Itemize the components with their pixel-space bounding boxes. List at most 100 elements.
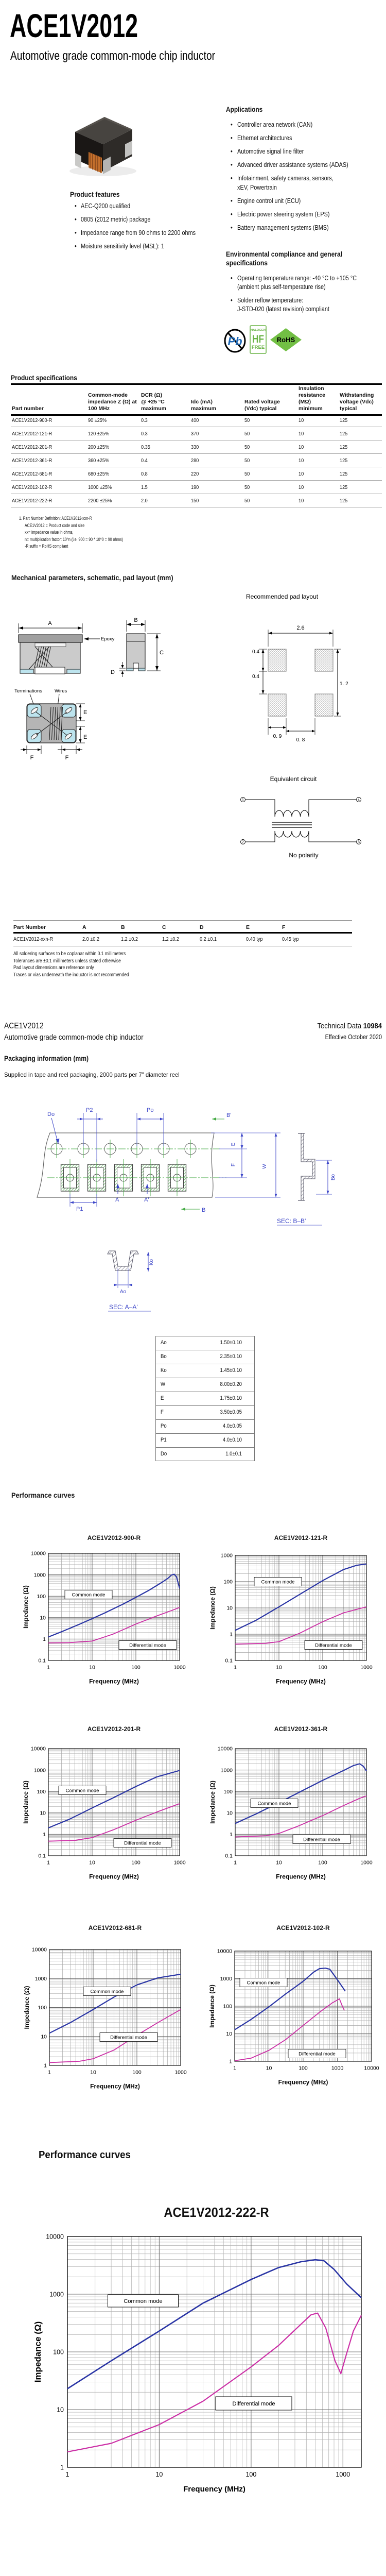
svg-text:A: A [115, 1197, 119, 1203]
svg-text:Differential mode: Differential mode [299, 2051, 336, 2057]
svg-text:Common mode: Common mode [66, 1788, 99, 1793]
svg-text:1. 2: 1. 2 [340, 681, 348, 687]
svg-text:1: 1 [44, 2063, 47, 2069]
svg-text:10: 10 [226, 1605, 233, 1612]
svg-text:1000: 1000 [173, 1859, 186, 1866]
svg-text:10: 10 [40, 1615, 46, 1621]
svg-text:0. 8: 0. 8 [296, 737, 305, 743]
svg-text:1: 1 [233, 2065, 236, 2071]
svg-text:Do: Do [47, 1111, 55, 1117]
svg-text:D: D [111, 669, 115, 675]
svg-text:1: 1 [242, 799, 244, 802]
svg-text:Frequency (MHz): Frequency (MHz) [183, 2485, 245, 2494]
svg-text:Frequency (MHz): Frequency (MHz) [278, 2079, 328, 2086]
svg-text:1: 1 [47, 1859, 50, 1866]
svg-text:SEC: B–B': SEC: B–B' [277, 1217, 306, 1225]
svg-text:3: 3 [358, 841, 360, 844]
svg-text:10: 10 [276, 1859, 282, 1866]
svg-text:100: 100 [53, 2349, 64, 2356]
svg-text:100: 100 [245, 2471, 256, 2478]
svg-text:1: 1 [48, 2069, 51, 2075]
svg-text:B: B [202, 1207, 205, 1213]
svg-text:Equivalent circuit: Equivalent circuit [270, 775, 317, 783]
svg-text:1000: 1000 [221, 1767, 233, 1773]
svg-text:P1: P1 [76, 1206, 83, 1212]
svg-text:100: 100 [318, 1859, 327, 1866]
svg-text:1000: 1000 [220, 1976, 233, 1982]
svg-text:1000: 1000 [34, 1572, 46, 1578]
svg-text:Terminations: Terminations [14, 688, 42, 694]
svg-text:100: 100 [223, 1579, 233, 1585]
svg-text:P2: P2 [86, 1107, 93, 1113]
svg-text:2: 2 [242, 841, 244, 844]
svg-text:1: 1 [60, 2464, 64, 2471]
svg-text:10000: 10000 [32, 1947, 47, 1953]
svg-text:Common mode: Common mode [124, 2298, 162, 2304]
svg-text:1: 1 [234, 1859, 237, 1866]
svg-text:100: 100 [131, 1664, 141, 1670]
svg-text:10: 10 [90, 2069, 96, 2075]
svg-text:Impedance (Ω): Impedance (Ω) [33, 2321, 43, 2383]
svg-text:HF: HF [252, 334, 264, 346]
svg-text:10000: 10000 [46, 2233, 64, 2241]
svg-text:E: E [83, 734, 87, 740]
svg-text:10: 10 [89, 1664, 95, 1670]
svg-text:1000: 1000 [34, 1767, 46, 1773]
svg-text:10: 10 [40, 1810, 46, 1816]
svg-text:0.1: 0.1 [225, 1853, 233, 1859]
svg-text:1: 1 [47, 1664, 50, 1670]
svg-text:Wires: Wires [55, 688, 67, 694]
svg-text:A: A [48, 620, 52, 626]
svg-text:Ao: Ao [120, 1289, 127, 1295]
svg-text:Common mode: Common mode [247, 1980, 280, 1986]
svg-text:1: 1 [43, 1832, 46, 1838]
svg-text:0.4: 0.4 [252, 649, 259, 655]
svg-text:A': A' [144, 1197, 149, 1203]
svg-text:C: C [160, 650, 164, 656]
svg-text:Impedance (Ω): Impedance (Ω) [22, 1585, 29, 1629]
svg-text:Common mode: Common mode [91, 1989, 124, 1994]
svg-text:Impedance (Ω): Impedance (Ω) [22, 1781, 29, 1824]
svg-text:1000: 1000 [336, 2471, 350, 2478]
svg-text:10000: 10000 [217, 1949, 232, 1955]
svg-text:Impedance (Ω): Impedance (Ω) [208, 1985, 216, 2028]
svg-text:0. 9: 0. 9 [273, 734, 282, 739]
svg-text:1000: 1000 [331, 2065, 344, 2071]
svg-text:2.6: 2.6 [296, 625, 304, 631]
svg-text:10: 10 [226, 2031, 232, 2037]
svg-text:F: F [231, 1163, 236, 1166]
svg-text:4: 4 [358, 799, 360, 802]
svg-text:Differential mode: Differential mode [315, 1642, 352, 1648]
svg-text:B: B [134, 617, 137, 623]
svg-text:100: 100 [38, 2005, 47, 2011]
svg-text:Frequency (MHz): Frequency (MHz) [89, 1678, 139, 1685]
svg-text:1000: 1000 [221, 1553, 233, 1559]
svg-text:E: E [83, 709, 87, 716]
svg-text:E: E [231, 1142, 236, 1146]
svg-text:10000: 10000 [364, 2065, 379, 2071]
svg-text:0.1: 0.1 [38, 1658, 46, 1664]
svg-text:100: 100 [223, 1789, 233, 1795]
svg-text:1: 1 [230, 1832, 233, 1838]
svg-text:FREE: FREE [252, 345, 265, 350]
svg-text:1: 1 [230, 1632, 233, 1638]
svg-text:10: 10 [226, 1810, 233, 1816]
svg-text:100: 100 [37, 1594, 46, 1600]
svg-text:F: F [30, 755, 34, 761]
svg-text:HALOGEN: HALOGEN [251, 329, 266, 332]
svg-text:0.1: 0.1 [225, 1658, 233, 1664]
svg-text:1000: 1000 [49, 2291, 64, 2298]
svg-text:Differential mode: Differential mode [129, 1642, 166, 1648]
svg-text:Bo: Bo [330, 1174, 336, 1180]
svg-text:10: 10 [89, 1859, 95, 1866]
svg-text:Epoxy: Epoxy [101, 636, 115, 642]
svg-text:10: 10 [41, 2033, 47, 2040]
svg-text:Frequency (MHz): Frequency (MHz) [89, 1873, 139, 1880]
svg-text:Frequency (MHz): Frequency (MHz) [276, 1873, 326, 1880]
svg-text:Ko: Ko [149, 1259, 154, 1265]
svg-text:Differential mode: Differential mode [110, 2035, 147, 2040]
svg-text:100: 100 [131, 1859, 141, 1866]
svg-text:0.4: 0.4 [252, 674, 259, 680]
svg-text:RoHS: RoHS [277, 336, 295, 344]
svg-text:Common mode: Common mode [261, 1579, 295, 1585]
